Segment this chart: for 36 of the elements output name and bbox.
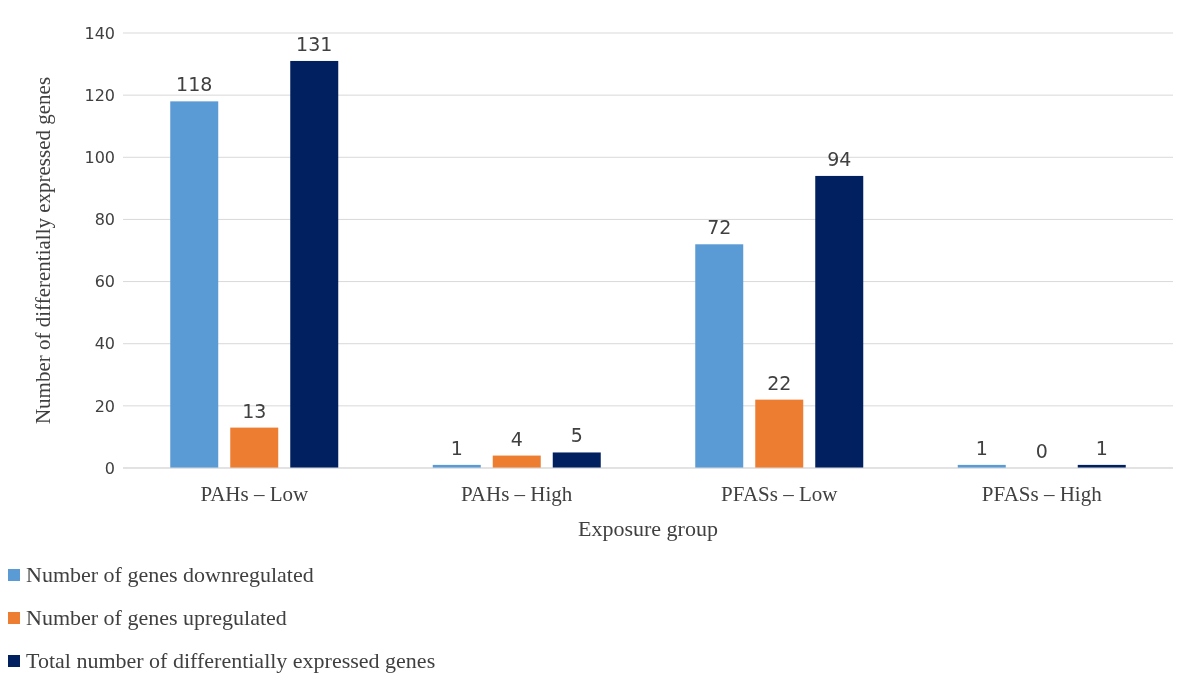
x-axis-title: Exposure group	[578, 516, 718, 541]
legend-label: Total number of differentially expressed genes	[26, 647, 436, 674]
bar	[290, 60, 339, 468]
data-label: 1	[450, 436, 463, 459]
bar	[552, 452, 601, 468]
bar	[755, 399, 804, 468]
y-tick-label: 40	[94, 334, 115, 354]
y-tick-label: 0	[104, 458, 115, 478]
data-label: 4	[510, 427, 523, 450]
data-label: 1	[1095, 436, 1108, 459]
data-label: 0	[1035, 440, 1048, 462]
y-tick-label: 80	[94, 210, 115, 230]
data-label: 13	[242, 399, 267, 422]
y-tick-label: 140	[84, 23, 115, 43]
bar	[170, 101, 219, 468]
y-tick-label: 20	[94, 396, 115, 416]
y-tick-label: 120	[84, 85, 115, 105]
data-label: 72	[707, 216, 732, 239]
bar	[230, 427, 279, 468]
bar	[815, 175, 864, 468]
legend-label: Number of genes downregulated	[26, 561, 314, 588]
x-tick-label: PFASs – High	[981, 481, 1103, 506]
x-tick-label: PFASs – Low	[721, 481, 839, 506]
x-tick-label: PAHs – High	[461, 481, 573, 506]
data-label: 5	[570, 424, 583, 447]
y-tick-label: 60	[94, 272, 115, 292]
bar	[695, 244, 744, 468]
legend-label: Number of genes upregulated	[26, 604, 287, 631]
y-tick-label: 100	[84, 147, 115, 167]
y-axis-title: Number of differentially expressed genes	[31, 76, 56, 425]
data-label: 118	[176, 73, 213, 96]
data-label: 94	[827, 147, 852, 170]
data-label: 131	[296, 32, 333, 55]
data-label: 1	[975, 436, 988, 459]
x-tick-label: PAHs – Low	[200, 481, 309, 506]
data-label: 22	[767, 371, 792, 394]
